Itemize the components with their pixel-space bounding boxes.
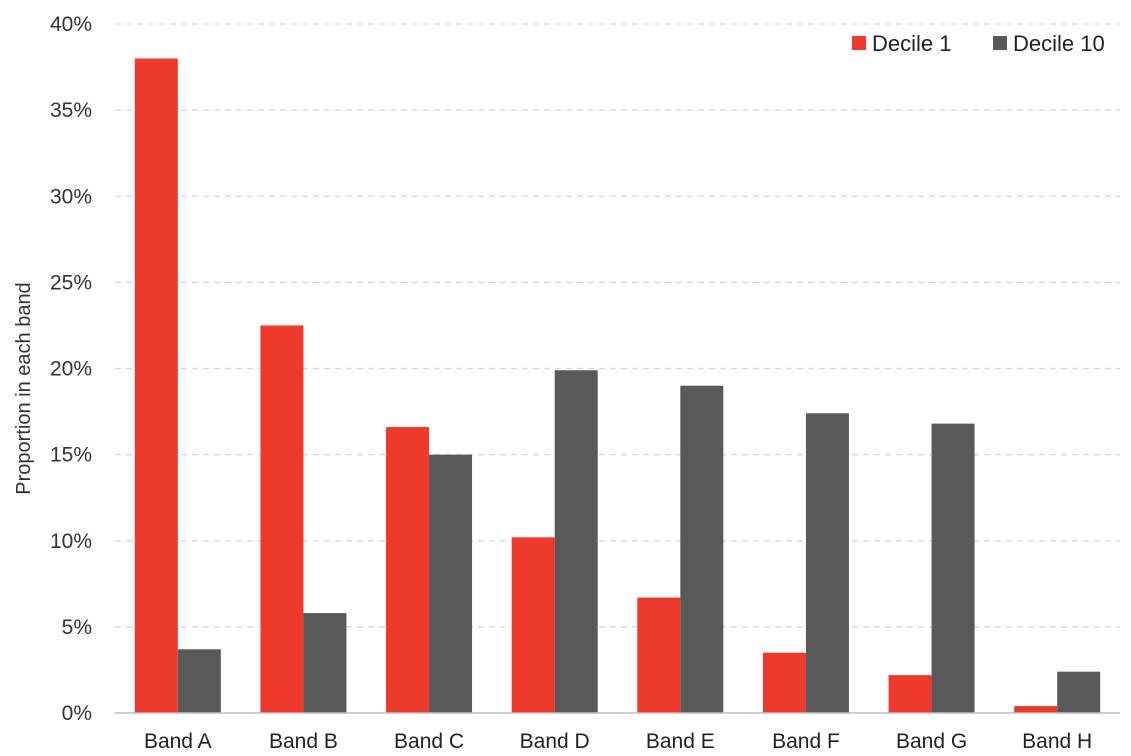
bar-decile-1-band-b <box>260 325 304 713</box>
bar-decile-1-band-d <box>511 537 555 713</box>
bar-decile-1-band-h <box>1014 706 1058 713</box>
y-axis-title: Proportion in each band <box>13 282 35 494</box>
y-tick-label: 35% <box>50 99 92 122</box>
x-category-label: Band A <box>144 730 212 753</box>
y-tick-label: 10% <box>50 530 92 553</box>
legend-label: Decile 10 <box>1013 31 1105 56</box>
y-tick-label: 40% <box>50 13 92 36</box>
bar-decile-10-band-e <box>680 385 724 713</box>
legend-swatch <box>852 36 866 50</box>
legend-label: Decile 1 <box>872 31 951 56</box>
x-category-label: Band E <box>646 730 715 753</box>
bar-decile-1-band-e <box>637 597 681 713</box>
x-category-label: Band F <box>772 730 840 753</box>
y-tick-label: 0% <box>62 702 92 725</box>
x-category-label: Band H <box>1022 730 1092 753</box>
bar-decile-10-band-g <box>931 423 975 713</box>
bars <box>134 58 1101 713</box>
bar-decile-10-band-b <box>303 613 347 713</box>
bar-decile-1-band-a <box>134 58 178 713</box>
bar-decile-1-band-g <box>888 675 932 713</box>
bar-decile-10-band-d <box>554 370 598 713</box>
x-category-label: Band B <box>269 730 338 753</box>
y-axis-ticks: 0% 5% 10% 15% 20% 25% 30% 35% 40% <box>50 13 92 725</box>
bar-decile-1-band-c <box>386 427 430 713</box>
bar-decile-10-band-a <box>177 649 221 713</box>
legend-swatch <box>993 36 1007 50</box>
y-tick-label: 20% <box>50 358 92 381</box>
x-axis-categories: Band A Band B Band C Band D Band E Band F Band… <box>144 730 1092 753</box>
legend: Decile 1 Decile 10 <box>852 31 1105 56</box>
bar-decile-1-band-f <box>762 652 806 713</box>
x-category-label: Band D <box>520 730 590 753</box>
x-category-label: Band C <box>394 730 464 753</box>
x-category-label: Band G <box>896 730 967 753</box>
bar-decile-10-band-h <box>1057 671 1101 713</box>
y-tick-label: 15% <box>50 444 92 467</box>
y-tick-label: 25% <box>50 271 92 294</box>
bar-decile-10-band-c <box>429 454 473 713</box>
bar-decile-10-band-f <box>805 413 849 713</box>
y-tick-label: 30% <box>50 185 92 208</box>
y-tick-label: 5% <box>62 616 92 639</box>
